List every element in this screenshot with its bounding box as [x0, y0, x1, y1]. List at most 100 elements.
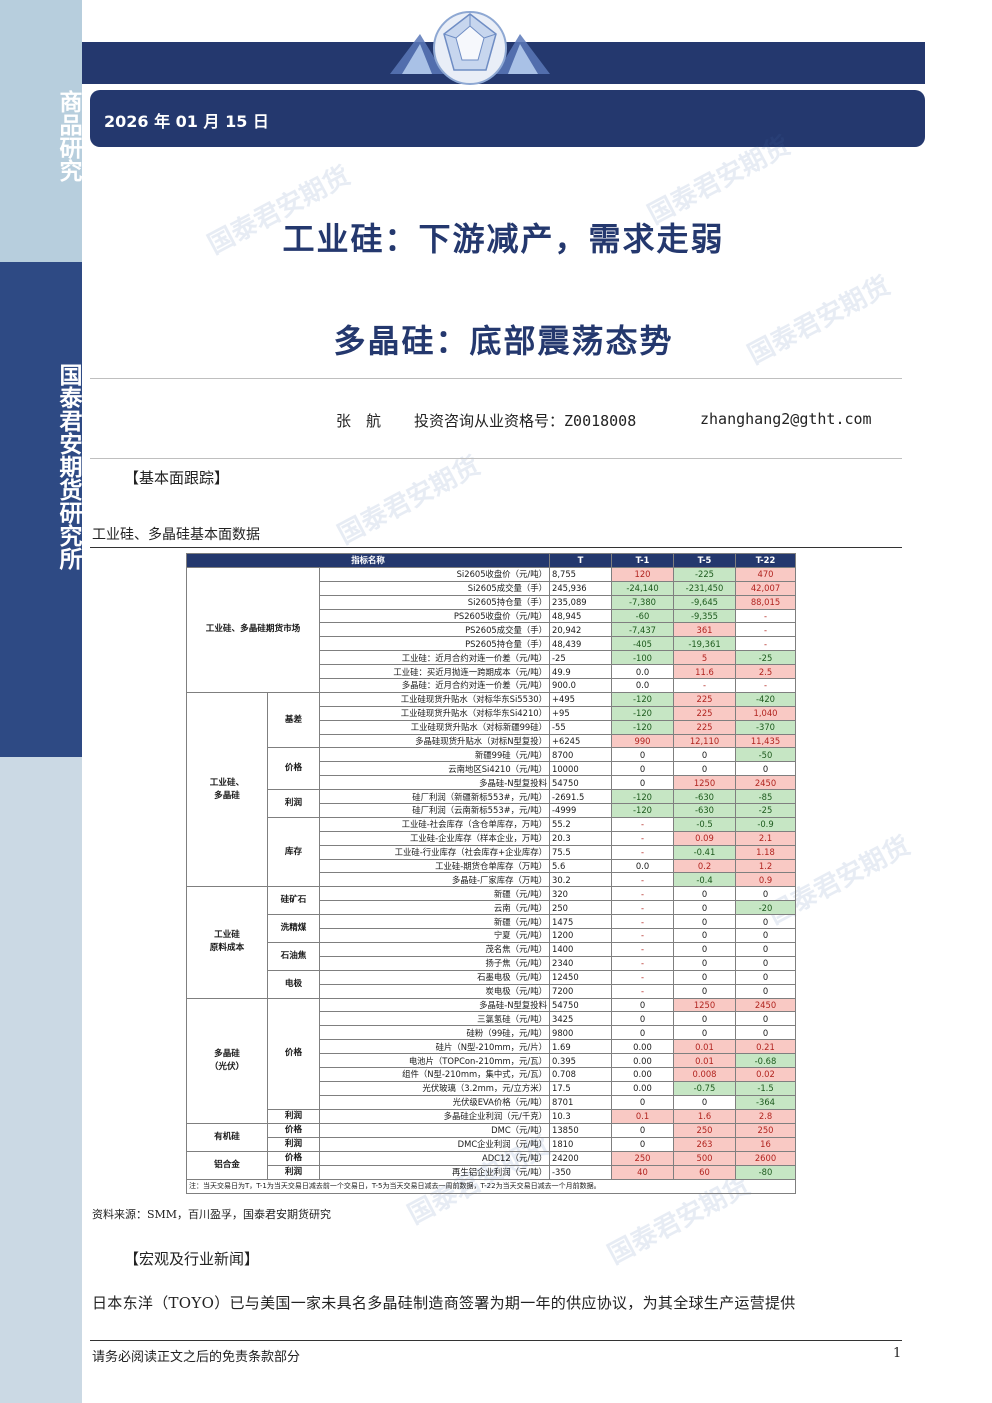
value-t1: 0.0	[611, 858, 674, 874]
table-row: 利润 硅厂利润（新疆新标553#，元/吨） -2691.5 -120 -630 -85	[187, 789, 796, 818]
header-t22: T-22	[735, 553, 796, 568]
value-t1: 990	[611, 733, 674, 749]
diamond-logo-icon	[390, 11, 550, 85]
footer-disclaimer: 请务必阅读正文之后的免责条款部分	[92, 1350, 301, 1365]
value-t5: 250	[673, 1122, 736, 1138]
table-row: 多晶硅-N型复投料 54750 0 1250 2450	[187, 775, 796, 791]
indicator-name: 炭电极（元/吨）	[319, 983, 550, 999]
value-t5: 0	[673, 928, 736, 943]
value-t5: 1.6	[673, 1108, 736, 1124]
group-label-organic-profit: 利润	[267, 1136, 320, 1152]
value-t22: 0	[735, 928, 796, 943]
value-t1: -	[611, 983, 674, 999]
table-caption: 工业硅、多晶硅基本面数据	[92, 527, 260, 543]
indicator-name: ADC12（元/吨）	[319, 1150, 550, 1166]
value-t5: -231,450	[673, 580, 736, 596]
author-qualification: 投资咨询从业资格号：Z0018008	[414, 412, 637, 430]
value-t: 8701	[549, 1094, 612, 1110]
value-t22: -1.5	[735, 1080, 796, 1096]
value-t: 900.0	[549, 678, 612, 693]
indicator-name: Si2605收盘价（元/吨）	[319, 566, 550, 582]
value-t22: 2450	[735, 775, 796, 791]
header-t1: T-1	[611, 553, 674, 568]
value-t22: -	[735, 622, 796, 638]
value-t22: 2450	[735, 997, 796, 1013]
value-t: 1200	[549, 928, 612, 943]
value-t22: 2.5	[735, 664, 796, 680]
value-t: -350	[549, 1164, 612, 1180]
value-t: 0.708	[549, 1066, 612, 1082]
indicator-name: 新疆（元/吨）	[319, 886, 550, 902]
value-t: 10.3	[549, 1108, 612, 1124]
table-row: 组件（N型-210mm，集中式，元/瓦） 0.708 0.00 0.008 0.02	[187, 1066, 796, 1082]
value-t: 20,942	[549, 622, 612, 638]
value-t5: 225	[673, 705, 736, 721]
table-note-row: 注：当天交易日为T，T-1为当天交易日减去前一个交易日，T-5为当天交易日减去一…	[186, 1178, 796, 1194]
value-t1: -	[611, 872, 674, 888]
value-t22: 2.8	[735, 1108, 796, 1124]
value-t1: 0.00	[611, 1039, 674, 1055]
value-t5: 0	[673, 1025, 736, 1041]
group-label-profit: 利润	[267, 789, 320, 818]
value-t22: 0	[735, 761, 796, 777]
value-t5: 5	[673, 650, 736, 666]
value-t22: -	[735, 636, 796, 652]
indicator-name: 组件（N型-210mm，集中式，元/瓦）	[319, 1066, 550, 1082]
value-t1: -	[611, 816, 674, 832]
indicator-name: 三氯氢硅（元/吨）	[319, 1011, 550, 1027]
value-t5: 0	[673, 1094, 736, 1110]
table-row: 多晶硅 （光伏） 价格 多晶硅-N型复投料 54750 0 1250 2450	[186, 997, 796, 1124]
table-row: 光伏玻璃（3.2mm，元/立方米） 17.5 0.00 -0.75 -1.5	[187, 1080, 796, 1096]
value-t5: -0.41	[673, 844, 736, 860]
value-t5: -225	[673, 566, 736, 582]
value-t1: -60	[611, 608, 674, 624]
value-t22: 11,435	[735, 733, 796, 749]
group-label-industrial-poly: 工业硅、 多晶硅	[186, 691, 268, 888]
table-row: 电极 石墨电极（元/吨） 12450-0 0	[187, 969, 796, 999]
value-t5: 0.09	[673, 830, 736, 846]
value-t5: -	[673, 678, 736, 693]
indicator-name: 工业硅现货升贴水（对标华东Si4210）	[319, 705, 550, 721]
indicator-name: 扬子焦（元/吨）	[319, 955, 550, 971]
table-row: 工业硅现货升贴水（对标华东Si4210） +95 -120 225 1,040	[187, 705, 796, 721]
value-t5: 0	[673, 886, 736, 902]
value-t1: 0	[611, 775, 674, 791]
indicator-name: 石墨电极（元/吨）	[319, 969, 550, 985]
value-t22: -	[735, 608, 796, 624]
date-banner	[90, 90, 925, 147]
value-t22: 1.2	[735, 858, 796, 874]
value-t: 48,945	[549, 608, 612, 624]
sidebar-top-band	[0, 0, 82, 262]
table-row: 硅片（N型-210mm，元/片） 1.69 0.00 0.01 0.21	[187, 1039, 796, 1055]
indicator-name: PS2605成交量（手）	[319, 622, 550, 638]
indicator-name: 宁夏（元/吨）	[319, 928, 550, 943]
value-t22: 0	[735, 983, 796, 999]
indicator-name: 电池片（TOPCon-210mm，元/瓦）	[319, 1053, 550, 1068]
table-note: 注：当天交易日为T，T-1为当天交易日减去前一个交易日，T-5为当天交易日减去一…	[186, 1178, 796, 1194]
value-t5: -0.4	[673, 872, 736, 888]
value-t1: 0.00	[611, 1053, 674, 1068]
table-row: 工业硅、多晶硅期货市场 Si2605收盘价（元/吨） 8,755 120 -225 470	[186, 566, 796, 693]
value-t1: 0.0	[611, 678, 674, 693]
value-t5: 0	[673, 747, 736, 763]
indicator-name: 工业硅现货升贴水（对标华东Si5530）	[319, 691, 550, 707]
value-t22: 0	[735, 914, 796, 930]
indicator-name: 硅厂利润（云南新标553#，元/吨）	[319, 803, 550, 818]
indicator-name: 光伏玻璃（3.2mm，元/立方米）	[319, 1080, 550, 1096]
value-t1: 0.0	[611, 664, 674, 680]
value-t5: 500	[673, 1150, 736, 1166]
value-t5: 1250	[673, 775, 736, 791]
indicator-name: 硅厂利润（新疆新标553#，元/吨）	[319, 789, 550, 805]
author-email: zhanghang2@gtht.com	[700, 410, 872, 428]
group-label-raw-cost: 工业硅 原料成本	[186, 886, 268, 999]
table-row: 工业硅现货升贴水（对标新疆99硅） -55 -120 225 -370	[187, 719, 796, 735]
value-t: 1810	[549, 1136, 612, 1152]
table-row: 利润 DMC企业利润（元/吨） 1810 0 263 16	[187, 1136, 796, 1152]
value-t: -4999	[549, 803, 612, 818]
indicator-name: 硅粉（99硅，元/吨）	[319, 1025, 550, 1041]
value-t1: 0	[611, 761, 674, 777]
value-t: 320	[549, 886, 612, 902]
indicator-name: 多晶硅企业利润（元/千克）	[319, 1108, 550, 1124]
value-t22: 0.21	[735, 1039, 796, 1055]
indicator-name: Si2605持仓量（手）	[319, 594, 550, 610]
